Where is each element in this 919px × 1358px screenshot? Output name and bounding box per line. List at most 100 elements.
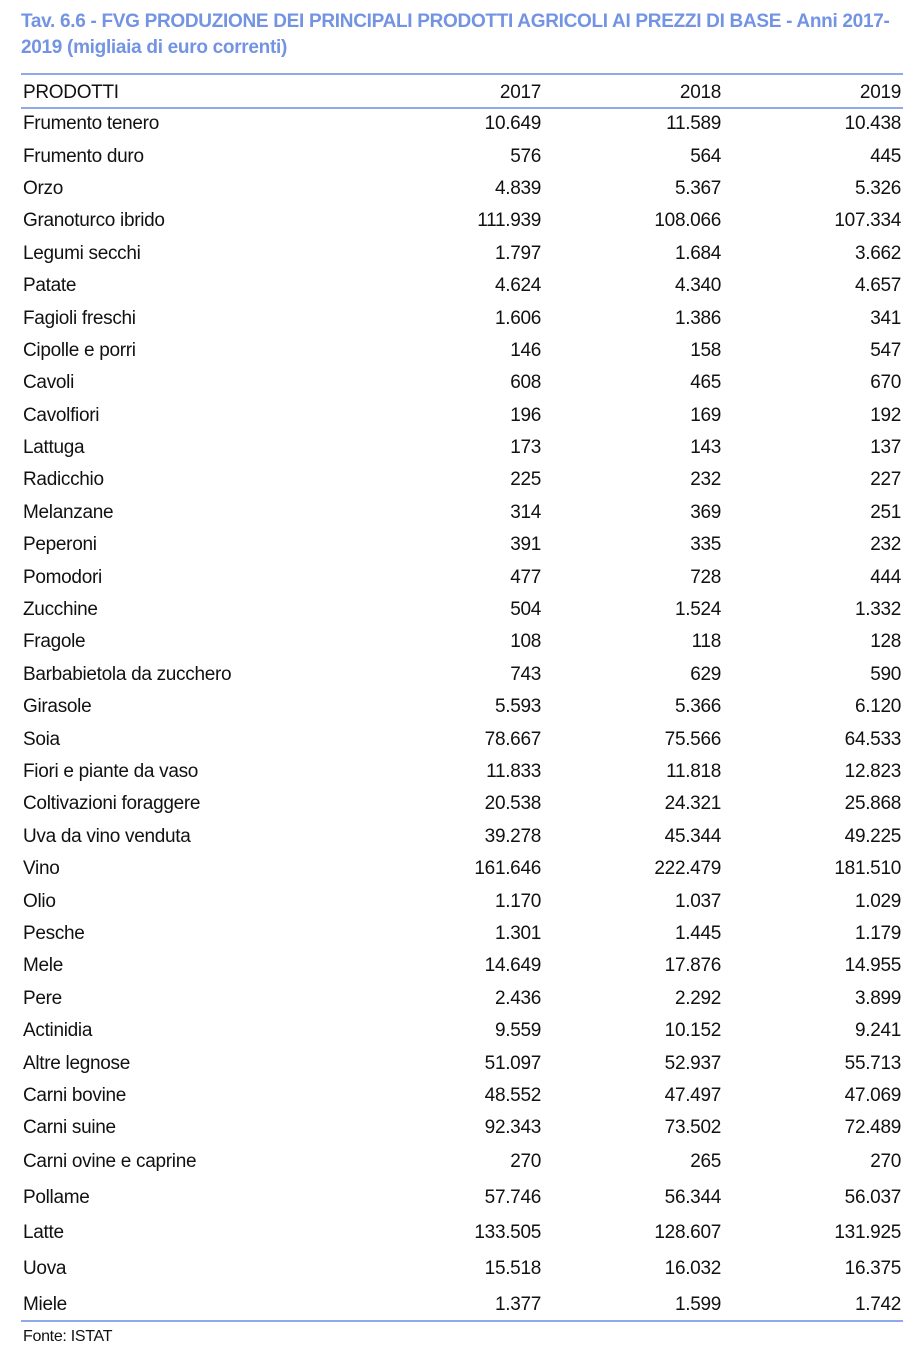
value-2018: 564 [690,145,721,167]
table-row: Girasole 5.593 5.366 6.120 [23,691,902,723]
value-2019: 5.326 [854,177,901,199]
table-row: Barbabietola da zucchero 743 629 590 [23,659,902,691]
table-row: Legumi secchi 1.797 1.684 3.662 [23,238,902,270]
value-2018: 11.818 [666,761,721,782]
table-row: Fragole 108 118 128 [23,626,902,658]
value-2019: 181.510 [834,858,901,880]
product-name: Carni bovine [23,1084,127,1106]
header-products: PRODOTTI [23,82,119,103]
value-2018: 465 [690,372,721,394]
product-name: Legumi secchi [23,242,141,264]
value-2019: 1.029 [854,890,901,912]
value-2018: 75.566 [664,728,722,750]
value-2017: 391 [510,534,541,556]
table-row: Olio 1.170 1.037 1.029 [23,885,902,917]
value-2019: 16.375 [844,1258,902,1280]
value-2017: 48.552 [484,1084,542,1106]
source-note: Fonte: ISTAT [23,1328,113,1345]
value-2019: 444 [870,566,901,588]
value-2018: 335 [690,534,721,556]
value-2018: 128.607 [654,1222,721,1244]
product-name: Granoturco ibrido [23,210,165,232]
value-2018: 24.321 [664,793,722,815]
value-2019: 128 [870,631,901,653]
value-2019: 3.662 [854,242,901,264]
value-2019: 49.225 [844,825,902,847]
product-name: Cavoli [23,372,74,394]
value-2017: 2.436 [494,987,541,1009]
value-2017: 111.939 [477,210,541,232]
value-2018: 1.599 [674,1293,721,1315]
value-2019: 1.179 [854,922,901,944]
table-row: Latte 133.505 128.607 131.925 [23,1216,902,1252]
table-row: Frumento duro 576 564 445 [23,140,902,172]
value-2019: 232 [870,534,901,556]
product-name: Pere [23,987,62,1009]
value-2017: 314 [510,501,541,523]
value-2019: 131.925 [834,1222,901,1244]
value-2019: 12.823 [844,761,902,782]
value-2019: 107.334 [834,210,901,232]
value-2017: 1.170 [494,890,541,912]
table-row: Mele 14.649 17.876 14.955 [23,950,902,982]
product-name: Mele [23,955,63,977]
product-name: Patate [23,275,77,297]
value-2018: 10.152 [664,1020,722,1042]
product-name: Carni suine [23,1117,116,1139]
value-2019: 47.069 [844,1084,902,1106]
value-2017: 161.646 [474,858,541,880]
value-2017: 1.301 [494,922,541,944]
table-row: Vino 161.646 222.479 181.510 [23,853,902,885]
product-name: Vino [23,858,60,880]
value-2019: 25.868 [844,793,902,815]
bottom-rule [21,1320,903,1322]
product-name: Barbabietola da zucchero [23,663,232,685]
product-name: Coltivazioni foraggere [23,793,201,815]
value-2017: 9.559 [494,1020,541,1042]
product-name: Girasole [23,696,92,718]
value-2019: 6.120 [854,696,901,718]
value-2017: 1.797 [494,242,541,264]
value-2018: 5.366 [674,696,721,718]
value-2017: 270 [510,1151,541,1173]
product-name: Melanzane [23,501,114,523]
header-2017: 2017 [499,82,541,103]
table-row: Fagioli freschi 1.606 1.386 341 [23,302,902,334]
table-row: Soia 78.667 75.566 64.533 [23,723,902,755]
table-row: Lattuga 173 143 137 [23,432,902,464]
table-header-row: PRODOTTI 2017 2018 2019 [23,78,902,108]
table-row: Granoturco ibrido 111.939 108.066 107.334 [23,205,902,237]
table-row: Pollame 57.746 56.344 56.037 [23,1180,902,1216]
value-2018: 232 [690,469,721,491]
product-name: Frumento tenero [23,113,159,135]
value-2018: 169 [690,404,721,426]
product-name: Cavolfiori [23,404,100,426]
product-name: Cipolle e porri [23,339,136,361]
value-2019: 251 [870,501,901,523]
table-row: Altre legnose 51.097 52.937 55.713 [23,1047,902,1079]
value-2018: 4.340 [674,275,721,297]
table-row: Carni bovine 48.552 47.497 47.069 [23,1080,902,1112]
table-row: Fiori e piante da vaso 11.833 11.818 12.823 [23,756,902,788]
value-2017: 39.278 [484,825,542,847]
product-name: Carni ovine e caprine [23,1151,197,1173]
product-name: Fragole [23,631,86,653]
value-2018: 158 [690,339,721,361]
value-2017: 14.649 [484,955,542,977]
value-2019: 4.657 [854,275,901,297]
value-2017: 4.624 [494,275,541,297]
value-2019: 55.713 [844,1052,902,1074]
product-name: Actinidia [23,1020,93,1042]
table-row: Melanzane 314 369 251 [23,497,902,529]
value-2017: 92.343 [484,1117,542,1139]
value-2018: 1.684 [674,242,721,264]
value-2017: 225 [510,469,541,491]
value-2018: 108.066 [654,210,721,232]
top-rule [21,73,903,75]
value-2017: 576 [510,145,541,167]
value-2019: 3.899 [854,987,901,1009]
value-2017: 57.746 [484,1186,542,1208]
value-2017: 11.833 [486,761,541,782]
value-2017: 4.839 [494,177,541,199]
table-row: Cipolle e porri 146 158 547 [23,335,902,367]
